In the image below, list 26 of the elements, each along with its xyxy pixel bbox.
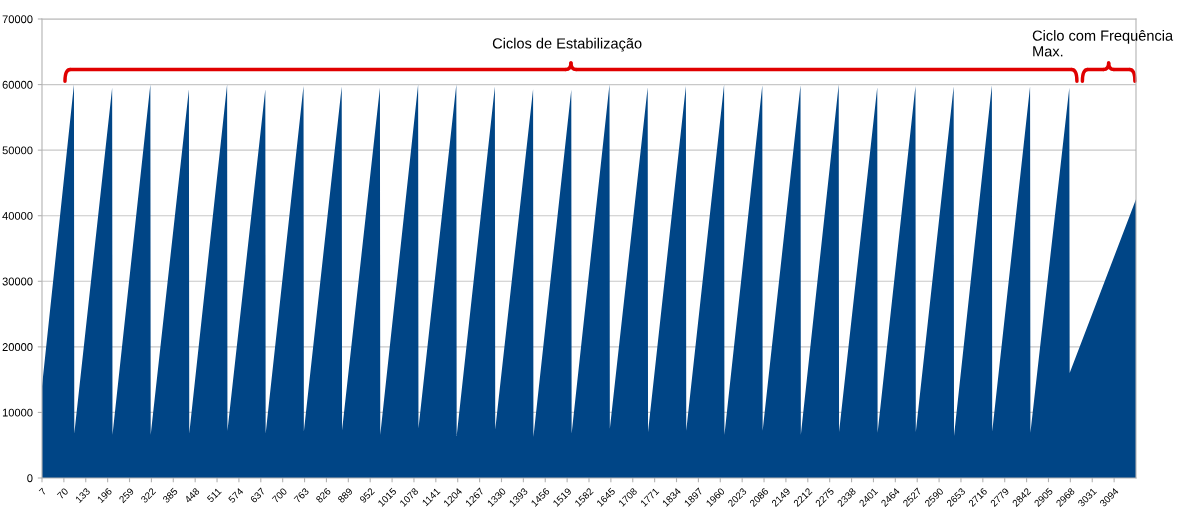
y-tick-label: 20000: [2, 343, 33, 351]
x-tick-label: 700: [271, 487, 288, 504]
y-tick-label: 0: [27, 474, 33, 483]
y-tick-label: 70000: [2, 15, 33, 24]
annotation: Ciclos de Estabilização: [492, 37, 642, 52]
x-tick-label: 259: [118, 487, 135, 504]
x-tick-label: 637: [249, 487, 266, 504]
x-tick-label: 889: [337, 487, 354, 504]
x-tick-label: 826: [315, 487, 332, 504]
x-tick-label: 952: [359, 487, 375, 504]
annotation: Ciclo com Frequência Max.: [1032, 30, 1174, 57]
x-tick-label: 70: [56, 487, 69, 500]
x-tick-label: 7: [38, 487, 47, 496]
x-tick-label: 574: [227, 487, 244, 504]
y-tick-label: 40000: [2, 211, 33, 220]
y-tick-label: 60000: [2, 80, 33, 89]
y-tick-label: 50000: [2, 146, 33, 155]
x-tick-label: 196: [96, 487, 113, 504]
y-tick-label: 30000: [2, 277, 33, 286]
y-tick-label: 10000: [2, 408, 33, 417]
x-tick-label: 133: [75, 487, 91, 504]
x-tick-label: 511: [206, 487, 222, 503]
x-tick-label: 448: [184, 487, 200, 504]
x-tick-label: 322: [140, 487, 157, 504]
x-tick-label: 763: [293, 487, 310, 504]
x-tick-label: 385: [162, 487, 179, 504]
